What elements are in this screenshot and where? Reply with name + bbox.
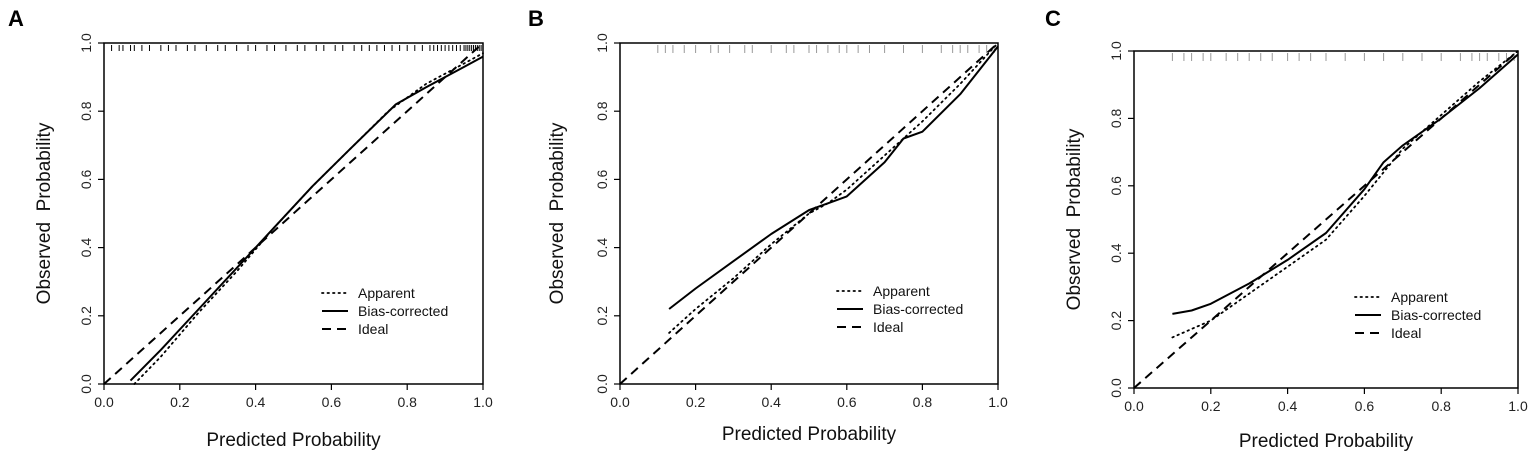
series-line-bias-corrected (1172, 53, 1519, 315)
legend-label: Ideal (873, 319, 903, 335)
y-axis-title: Observed Probability (547, 122, 568, 304)
panel-letter: C (1045, 6, 1061, 31)
x-tick-label: 0.0 (610, 394, 630, 410)
calibration-panel: A 0.0 0.2 0.4 0.6 0.8 1.0 0.0 0.2 0.4 0.6 0.8 1.0 Pre… (8, 6, 493, 451)
x-axis-title: Predicted Probability (1239, 431, 1414, 452)
panel-letter: A (8, 6, 24, 31)
x-tick-label: 0.8 (397, 394, 417, 410)
series-line-ideal (103, 42, 484, 385)
x-tick-label: 0.2 (686, 394, 706, 410)
calibration-panel: C 0.0 0.2 0.4 0.6 0.8 1.0 0.0 0.2 0.4 0.6 0.8 1.0 Pre… (1045, 6, 1528, 452)
series-line-apparent (133, 52, 484, 385)
x-axis-title: Predicted Probability (206, 430, 381, 451)
y-tick-label: 0.4 (78, 238, 94, 258)
x-tick-label: 0.4 (1278, 398, 1298, 414)
y-tick-label: 0.0 (1108, 378, 1124, 398)
series-line-ideal (619, 42, 999, 385)
y-axis-title: Observed Probability (1064, 128, 1085, 310)
plot-frame (619, 42, 999, 385)
x-tick-label: 1.0 (988, 394, 1008, 410)
x-tick-label: 1.0 (473, 394, 493, 410)
legend-label: Ideal (358, 321, 388, 337)
x-tick-label: 0.2 (1201, 398, 1221, 414)
x-tick-label: 0.0 (94, 394, 114, 410)
y-tick-label: 1.0 (78, 33, 94, 53)
legend-label: Bias-corrected (873, 301, 963, 317)
legend: Apparent Bias-corrected Ideal (321, 285, 448, 337)
y-tick-label: 0.0 (78, 374, 94, 394)
x-tick-label: 0.4 (761, 394, 781, 410)
plot-frame (103, 42, 484, 385)
y-tick-label: 0.2 (78, 306, 94, 326)
calibration-panel: B 0.0 0.2 0.4 0.6 0.8 1.0 0.0 0.2 0.4 0.6 0.8 1.0 Pre… (528, 6, 1008, 445)
series-line-ideal (1133, 50, 1519, 389)
x-tick-label: 1.0 (1508, 398, 1528, 414)
legend-label: Bias-corrected (358, 303, 448, 319)
y-tick-label: 1.0 (594, 33, 610, 53)
x-tick-label: 0.6 (322, 394, 342, 410)
y-axis-title: Observed Probability (34, 122, 55, 304)
y-tick-label: 0.6 (1108, 176, 1124, 196)
series-line-bias-corrected (668, 45, 999, 310)
x-tick-label: 0.8 (1431, 398, 1451, 414)
y-tick-label: 0.2 (1108, 311, 1124, 331)
y-tick-label: 1.0 (1108, 41, 1124, 61)
y-tick-label: 0.4 (1108, 243, 1124, 263)
x-tick-label: 0.4 (246, 394, 266, 410)
x-tick-label: 0.2 (170, 394, 190, 410)
x-axis-title: Predicted Probability (722, 424, 897, 445)
legend: Apparent Bias-corrected Ideal (1354, 289, 1481, 341)
y-tick-label: 0.0 (594, 374, 610, 394)
y-tick-label: 0.2 (594, 306, 610, 326)
legend-label: Apparent (873, 283, 930, 299)
y-tick-label: 0.8 (1108, 108, 1124, 128)
x-tick-label: 0.6 (837, 394, 857, 410)
x-tick-label: 0.8 (913, 394, 933, 410)
series-line-apparent (1171, 50, 1519, 339)
legend-label: Apparent (1391, 289, 1448, 305)
y-tick-label: 0.8 (78, 101, 94, 121)
y-tick-label: 0.6 (594, 169, 610, 189)
series-line-bias-corrected (129, 55, 484, 382)
legend-label: Apparent (358, 285, 415, 301)
y-tick-label: 0.8 (594, 101, 610, 121)
panel-letter: B (528, 6, 544, 31)
y-tick-label: 0.6 (78, 169, 94, 189)
legend-label: Bias-corrected (1391, 307, 1481, 323)
legend-label: Ideal (1391, 325, 1421, 341)
x-tick-label: 0.6 (1355, 398, 1375, 414)
x-tick-label: 0.0 (1124, 398, 1144, 414)
y-tick-label: 0.4 (594, 238, 610, 258)
plot-frame (1133, 50, 1519, 389)
legend: Apparent Bias-corrected Ideal (836, 283, 963, 335)
